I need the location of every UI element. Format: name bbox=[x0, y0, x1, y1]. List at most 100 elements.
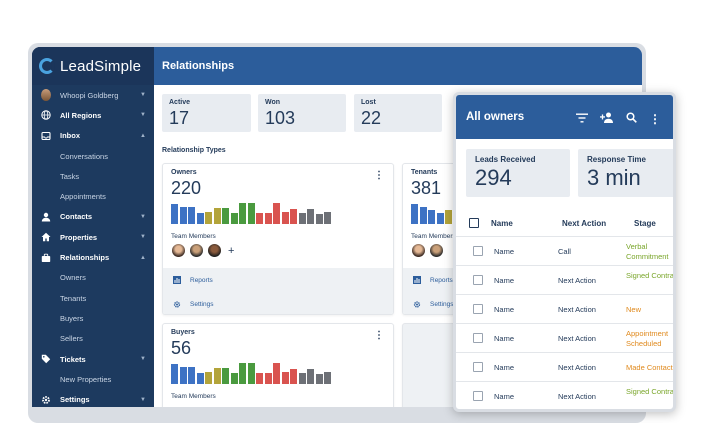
activity-bar bbox=[239, 203, 246, 224]
activity-bar bbox=[307, 209, 314, 224]
table-row[interactable]: Name Next Action Signed Contract bbox=[456, 381, 673, 409]
table-row[interactable]: Name Call Verbal Commitment bbox=[456, 236, 673, 265]
table-row[interactable]: Name Next Action Made Contact bbox=[456, 352, 673, 381]
chevron-down-icon: ▼ bbox=[140, 213, 146, 220]
sidebar-item-sellers[interactable]: Sellers bbox=[32, 329, 154, 349]
activity-bar bbox=[419, 207, 427, 224]
sidebar: LeadSimple Whoopi Goldberg ▼ All Regions… bbox=[32, 47, 154, 407]
settings-link[interactable]: Settings bbox=[403, 292, 633, 314]
sidebar-item-label: Contacts bbox=[60, 212, 93, 222]
activity-bar bbox=[281, 372, 289, 384]
sidebar-item-appointments[interactable]: Appointments bbox=[32, 186, 154, 206]
sidebar-item-buyers[interactable]: Buyers bbox=[32, 308, 154, 328]
activity-bar bbox=[239, 363, 246, 384]
stat-value: 22 bbox=[361, 108, 382, 128]
stat-won[interactable]: Won 103 bbox=[258, 94, 346, 132]
stat-label: Active bbox=[169, 99, 191, 106]
row-name[interactable]: Name bbox=[494, 276, 515, 285]
row-next-action: Next Action bbox=[558, 334, 596, 343]
add-person-icon[interactable] bbox=[600, 110, 614, 128]
activity-bar bbox=[436, 213, 444, 224]
avatar[interactable] bbox=[189, 243, 204, 258]
table-row[interactable]: Name Next Action Appointment Scheduled bbox=[456, 323, 673, 352]
sidebar-user[interactable]: Whoopi Goldberg ▼ bbox=[32, 85, 154, 105]
row-checkbox[interactable] bbox=[473, 333, 483, 343]
reports-label: Reports bbox=[430, 276, 453, 284]
home-icon bbox=[41, 232, 51, 242]
activity-bar bbox=[298, 373, 306, 384]
globe-icon bbox=[41, 110, 51, 121]
select-all-checkbox[interactable] bbox=[469, 218, 479, 228]
bar-chart-icon bbox=[413, 276, 421, 284]
row-name[interactable]: Name bbox=[494, 334, 515, 343]
leadsimple-logo-icon bbox=[39, 58, 55, 74]
search-icon[interactable] bbox=[626, 110, 637, 128]
stat-value: 17 bbox=[169, 108, 190, 128]
panel-actions: ⋮ bbox=[576, 110, 661, 128]
more-options-icon[interactable]: ⋮ bbox=[649, 112, 661, 126]
activity-bar bbox=[324, 212, 331, 224]
avatar[interactable] bbox=[171, 243, 186, 258]
sidebar-item-label: Inbox bbox=[60, 131, 80, 141]
table-row[interactable]: Name Next Action New bbox=[456, 294, 673, 323]
column-header-name[interactable]: Name bbox=[491, 219, 513, 228]
row-checkbox[interactable] bbox=[473, 362, 483, 372]
sidebar-item-tenants[interactable]: Tenants bbox=[32, 288, 154, 308]
sidebar-item-owners[interactable]: Owners bbox=[32, 268, 154, 288]
sidebar-item-label: Conversations bbox=[60, 151, 108, 161]
sidebar-item-all-regions[interactable]: All Regions ▼ bbox=[32, 105, 154, 125]
card-value: 381 bbox=[411, 178, 442, 198]
sidebar-item-new-properties[interactable]: New Properties bbox=[32, 369, 154, 389]
stat-leads-received[interactable]: Leads Received 294 bbox=[466, 149, 570, 197]
sidebar-item-relationships[interactable]: Relationships ▲ bbox=[32, 247, 154, 267]
activity-bar bbox=[247, 203, 255, 224]
add-member-icon[interactable]: + bbox=[228, 244, 235, 257]
sidebar-item-conversations[interactable]: Conversations bbox=[32, 146, 154, 166]
table-row[interactable]: Name Next Action Signed Contract bbox=[456, 265, 673, 294]
reports-link[interactable]: Reports bbox=[163, 268, 393, 292]
relationship-card-buyers[interactable]: Buyers 56 ⋮ bbox=[162, 323, 394, 407]
sidebar-item-inbox[interactable]: Inbox ▲ bbox=[32, 126, 154, 146]
row-checkbox[interactable] bbox=[473, 304, 483, 314]
stat-active[interactable]: Active 17 bbox=[162, 94, 251, 132]
column-header-next-action[interactable]: Next Action bbox=[562, 219, 607, 228]
settings-link[interactable]: Settings bbox=[163, 292, 393, 314]
sidebar-item-label: All Regions bbox=[60, 110, 102, 120]
more-options-icon[interactable]: ⋮ bbox=[374, 330, 384, 341]
row-name[interactable]: Name bbox=[494, 305, 515, 314]
sidebar-item-properties[interactable]: Properties ▼ bbox=[32, 227, 154, 247]
sidebar-user-name: Whoopi Goldberg bbox=[60, 90, 119, 100]
avatar[interactable] bbox=[429, 243, 444, 258]
column-header-stage[interactable]: Stage bbox=[634, 219, 656, 228]
sidebar-item-label: Relationships bbox=[60, 253, 110, 263]
relationship-card-owners[interactable]: Owners 220 ⋮ bbox=[162, 163, 394, 315]
filter-icon[interactable] bbox=[576, 110, 588, 128]
sidebar-item-settings[interactable]: Settings ▼ bbox=[32, 389, 154, 407]
bar-chart-icon bbox=[173, 276, 181, 284]
row-checkbox[interactable] bbox=[473, 275, 483, 285]
page-header: Relationships bbox=[154, 47, 642, 85]
stat-value: 3 min bbox=[587, 165, 641, 190]
sidebar-item-tasks[interactable]: Tasks bbox=[32, 166, 154, 186]
row-name[interactable]: Name bbox=[494, 363, 515, 372]
chevron-down-icon: ▼ bbox=[140, 234, 146, 241]
stat-lost[interactable]: Lost 22 bbox=[354, 94, 442, 132]
activity-bar bbox=[281, 212, 289, 224]
sidebar-item-contacts[interactable]: Contacts ▼ bbox=[32, 207, 154, 227]
row-name[interactable]: Name bbox=[494, 247, 515, 256]
briefcase-icon bbox=[41, 253, 51, 263]
sidebar-item-tickets[interactable]: Tickets ▼ bbox=[32, 349, 154, 369]
activity-bars bbox=[171, 202, 331, 224]
row-stage: Signed Contract bbox=[626, 271, 676, 280]
avatar[interactable] bbox=[207, 243, 222, 258]
chevron-down-icon: ▼ bbox=[140, 356, 146, 362]
row-next-action: Next Action bbox=[558, 363, 596, 372]
reports-link[interactable]: Reports bbox=[403, 268, 633, 292]
row-checkbox[interactable] bbox=[473, 246, 483, 256]
row-stage: Made Contact bbox=[626, 363, 673, 372]
avatar[interactable] bbox=[411, 243, 426, 258]
stat-response-time[interactable]: Response Time 3 min bbox=[578, 149, 673, 197]
row-name[interactable]: Name bbox=[494, 392, 515, 401]
logo[interactable]: LeadSimple bbox=[32, 47, 154, 85]
more-options-icon[interactable]: ⋮ bbox=[374, 170, 384, 181]
